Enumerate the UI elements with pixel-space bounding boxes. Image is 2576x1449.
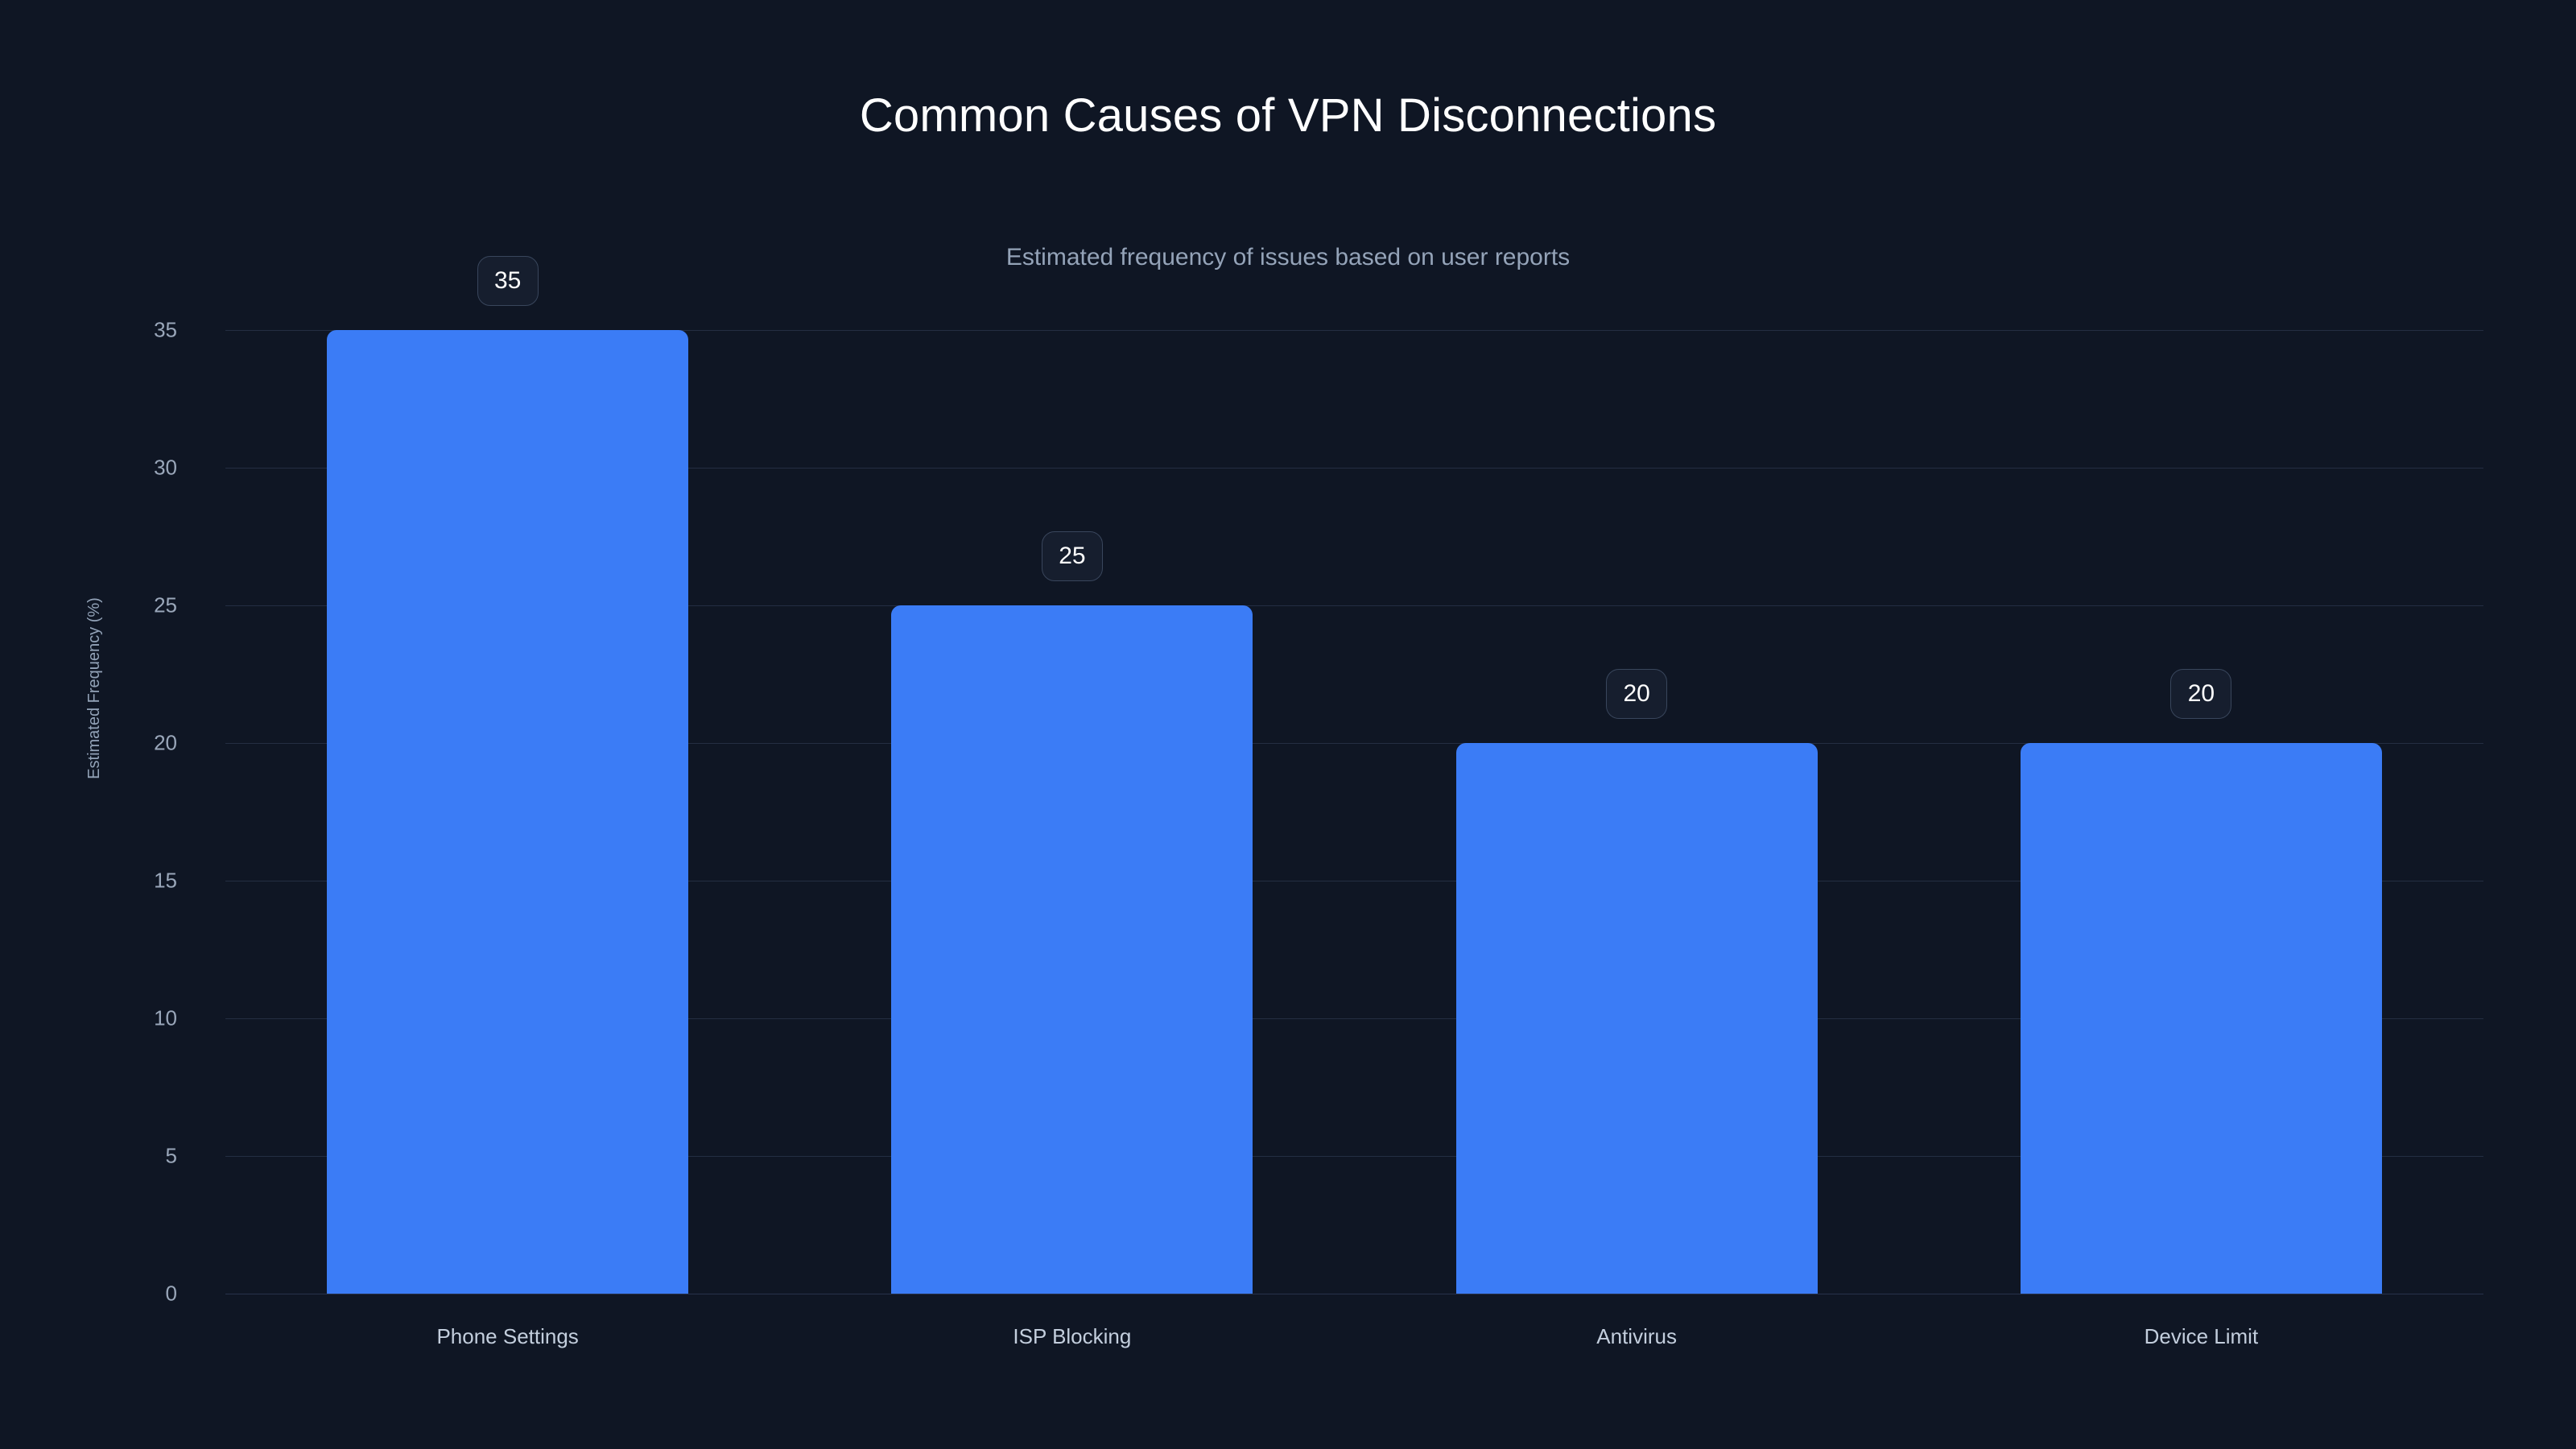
y-axis-tick-label: 5 bbox=[165, 1143, 177, 1168]
y-axis-tick-label: 20 bbox=[154, 730, 177, 755]
y-axis-tick-label: 0 bbox=[165, 1281, 177, 1306]
bar-value-label: 20 bbox=[2170, 669, 2232, 719]
gridline bbox=[225, 605, 2483, 606]
y-axis-tick-label: 30 bbox=[154, 455, 177, 480]
x-axis-tick-label: Device Limit bbox=[2144, 1324, 2259, 1348]
bar[interactable] bbox=[1455, 743, 1818, 1294]
gridline bbox=[225, 1018, 2483, 1019]
bar[interactable] bbox=[327, 330, 689, 1294]
chart-subtitle: Estimated frequency of issues based on u… bbox=[1005, 244, 1571, 270]
bar[interactable] bbox=[2020, 743, 2382, 1294]
gridline bbox=[225, 330, 2483, 331]
gridline bbox=[225, 743, 2483, 744]
x-axis-tick-label: Phone Settings bbox=[436, 1324, 579, 1348]
chart-title: Common Causes of VPN Disconnections bbox=[859, 89, 1717, 142]
bar-value-label: 25 bbox=[1041, 531, 1103, 581]
y-axis-tick-label: 25 bbox=[154, 592, 177, 617]
gridline bbox=[225, 468, 2483, 469]
x-axis-tick-label: Antivirus bbox=[1596, 1324, 1677, 1348]
y-axis-tick-label: 15 bbox=[154, 868, 177, 893]
y-axis-tick-label: 35 bbox=[154, 317, 177, 342]
y-axis-tick-label: 10 bbox=[154, 1005, 177, 1030]
x-axis-tick-label: ISP Blocking bbox=[1013, 1324, 1132, 1348]
bar-value-label: 35 bbox=[477, 256, 539, 306]
plot-area bbox=[225, 330, 2483, 1294]
bar-value-label: 20 bbox=[1606, 669, 1668, 719]
gridline bbox=[225, 1156, 2483, 1157]
bar[interactable] bbox=[891, 605, 1253, 1294]
